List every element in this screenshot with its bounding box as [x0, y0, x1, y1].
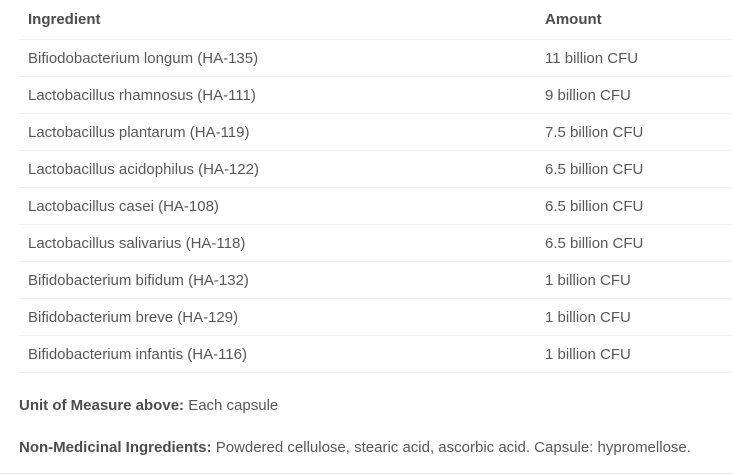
amount-cell: 9 billion CFU: [545, 86, 631, 104]
table-row: Lactobacillus plantarum (HA-119) 7.5 bil…: [19, 114, 732, 151]
ingredient-cell: Bifiodobacterium longum (HA-135): [28, 49, 259, 67]
amount-cell: 11 billion CFU: [545, 49, 639, 67]
amount-cell: 7.5 billion CFU: [545, 123, 644, 141]
column-header-amount: Amount: [545, 11, 602, 28]
unit-of-measure-note: Unit of Measure above: Each capsule: [19, 396, 732, 416]
amount-cell: 6.5 billion CFU: [545, 160, 644, 178]
ingredient-cell: Bifidobacterium infantis (HA-116): [28, 345, 247, 363]
table-row: Bifidobacterium breve (HA-129) 1 billion…: [19, 299, 732, 336]
amount-cell: 6.5 billion CFU: [545, 234, 644, 252]
ingredient-cell: Lactobacillus plantarum (HA-119): [28, 123, 250, 141]
table-row: Bifidobacterium bifidum (HA-132) 1 billi…: [19, 262, 732, 299]
table-row: Lactobacillus salivarius (HA-118) 6.5 bi…: [19, 225, 732, 262]
non-medicinal-value: Powdered cellulose, stearic acid, ascorb…: [215, 439, 691, 456]
unit-of-measure-label: Unit of Measure above:: [19, 397, 185, 414]
unit-of-measure-value: Each capsule: [188, 397, 279, 414]
amount-cell: 1 billion CFU: [545, 308, 631, 326]
amount-cell: 1 billion CFU: [545, 345, 631, 363]
non-medicinal-label: Non-Medicinal Ingredients:: [19, 439, 212, 456]
bottom-divider: [0, 473, 732, 474]
ingredients-table: Ingredient Amount Bifiodobacterium longu…: [19, 0, 732, 373]
table-row: Lactobacillus rhamnosus (HA-111) 9 billi…: [19, 77, 732, 114]
ingredient-cell: Lactobacillus rhamnosus (HA-111): [28, 86, 256, 104]
table-row: Bifidobacterium infantis (HA-116) 1 bill…: [19, 336, 732, 373]
ingredient-cell: Lactobacillus casei (HA-108): [28, 197, 219, 215]
table-row: Lactobacillus acidophilus (HA-122) 6.5 b…: [19, 151, 732, 188]
ingredient-cell: Lactobacillus salivarius (HA-118): [28, 234, 246, 252]
non-medicinal-note: Non-Medicinal Ingredients: Powdered cell…: [19, 438, 732, 458]
ingredient-cell: Bifidobacterium bifidum (HA-132): [28, 271, 249, 289]
table-row: Bifiodobacterium longum (HA-135) 11 bill…: [19, 40, 732, 77]
table-row: Lactobacillus casei (HA-108) 6.5 billion…: [19, 188, 732, 225]
table-body: Bifiodobacterium longum (HA-135) 11 bill…: [19, 40, 732, 373]
amount-cell: 6.5 billion CFU: [545, 197, 644, 215]
amount-cell: 1 billion CFU: [545, 271, 631, 289]
table-header-row: Ingredient Amount: [19, 0, 732, 40]
ingredient-cell: Lactobacillus acidophilus (HA-122): [28, 160, 259, 178]
column-header-ingredient: Ingredient: [28, 11, 101, 28]
ingredient-cell: Bifidobacterium breve (HA-129): [28, 308, 239, 326]
